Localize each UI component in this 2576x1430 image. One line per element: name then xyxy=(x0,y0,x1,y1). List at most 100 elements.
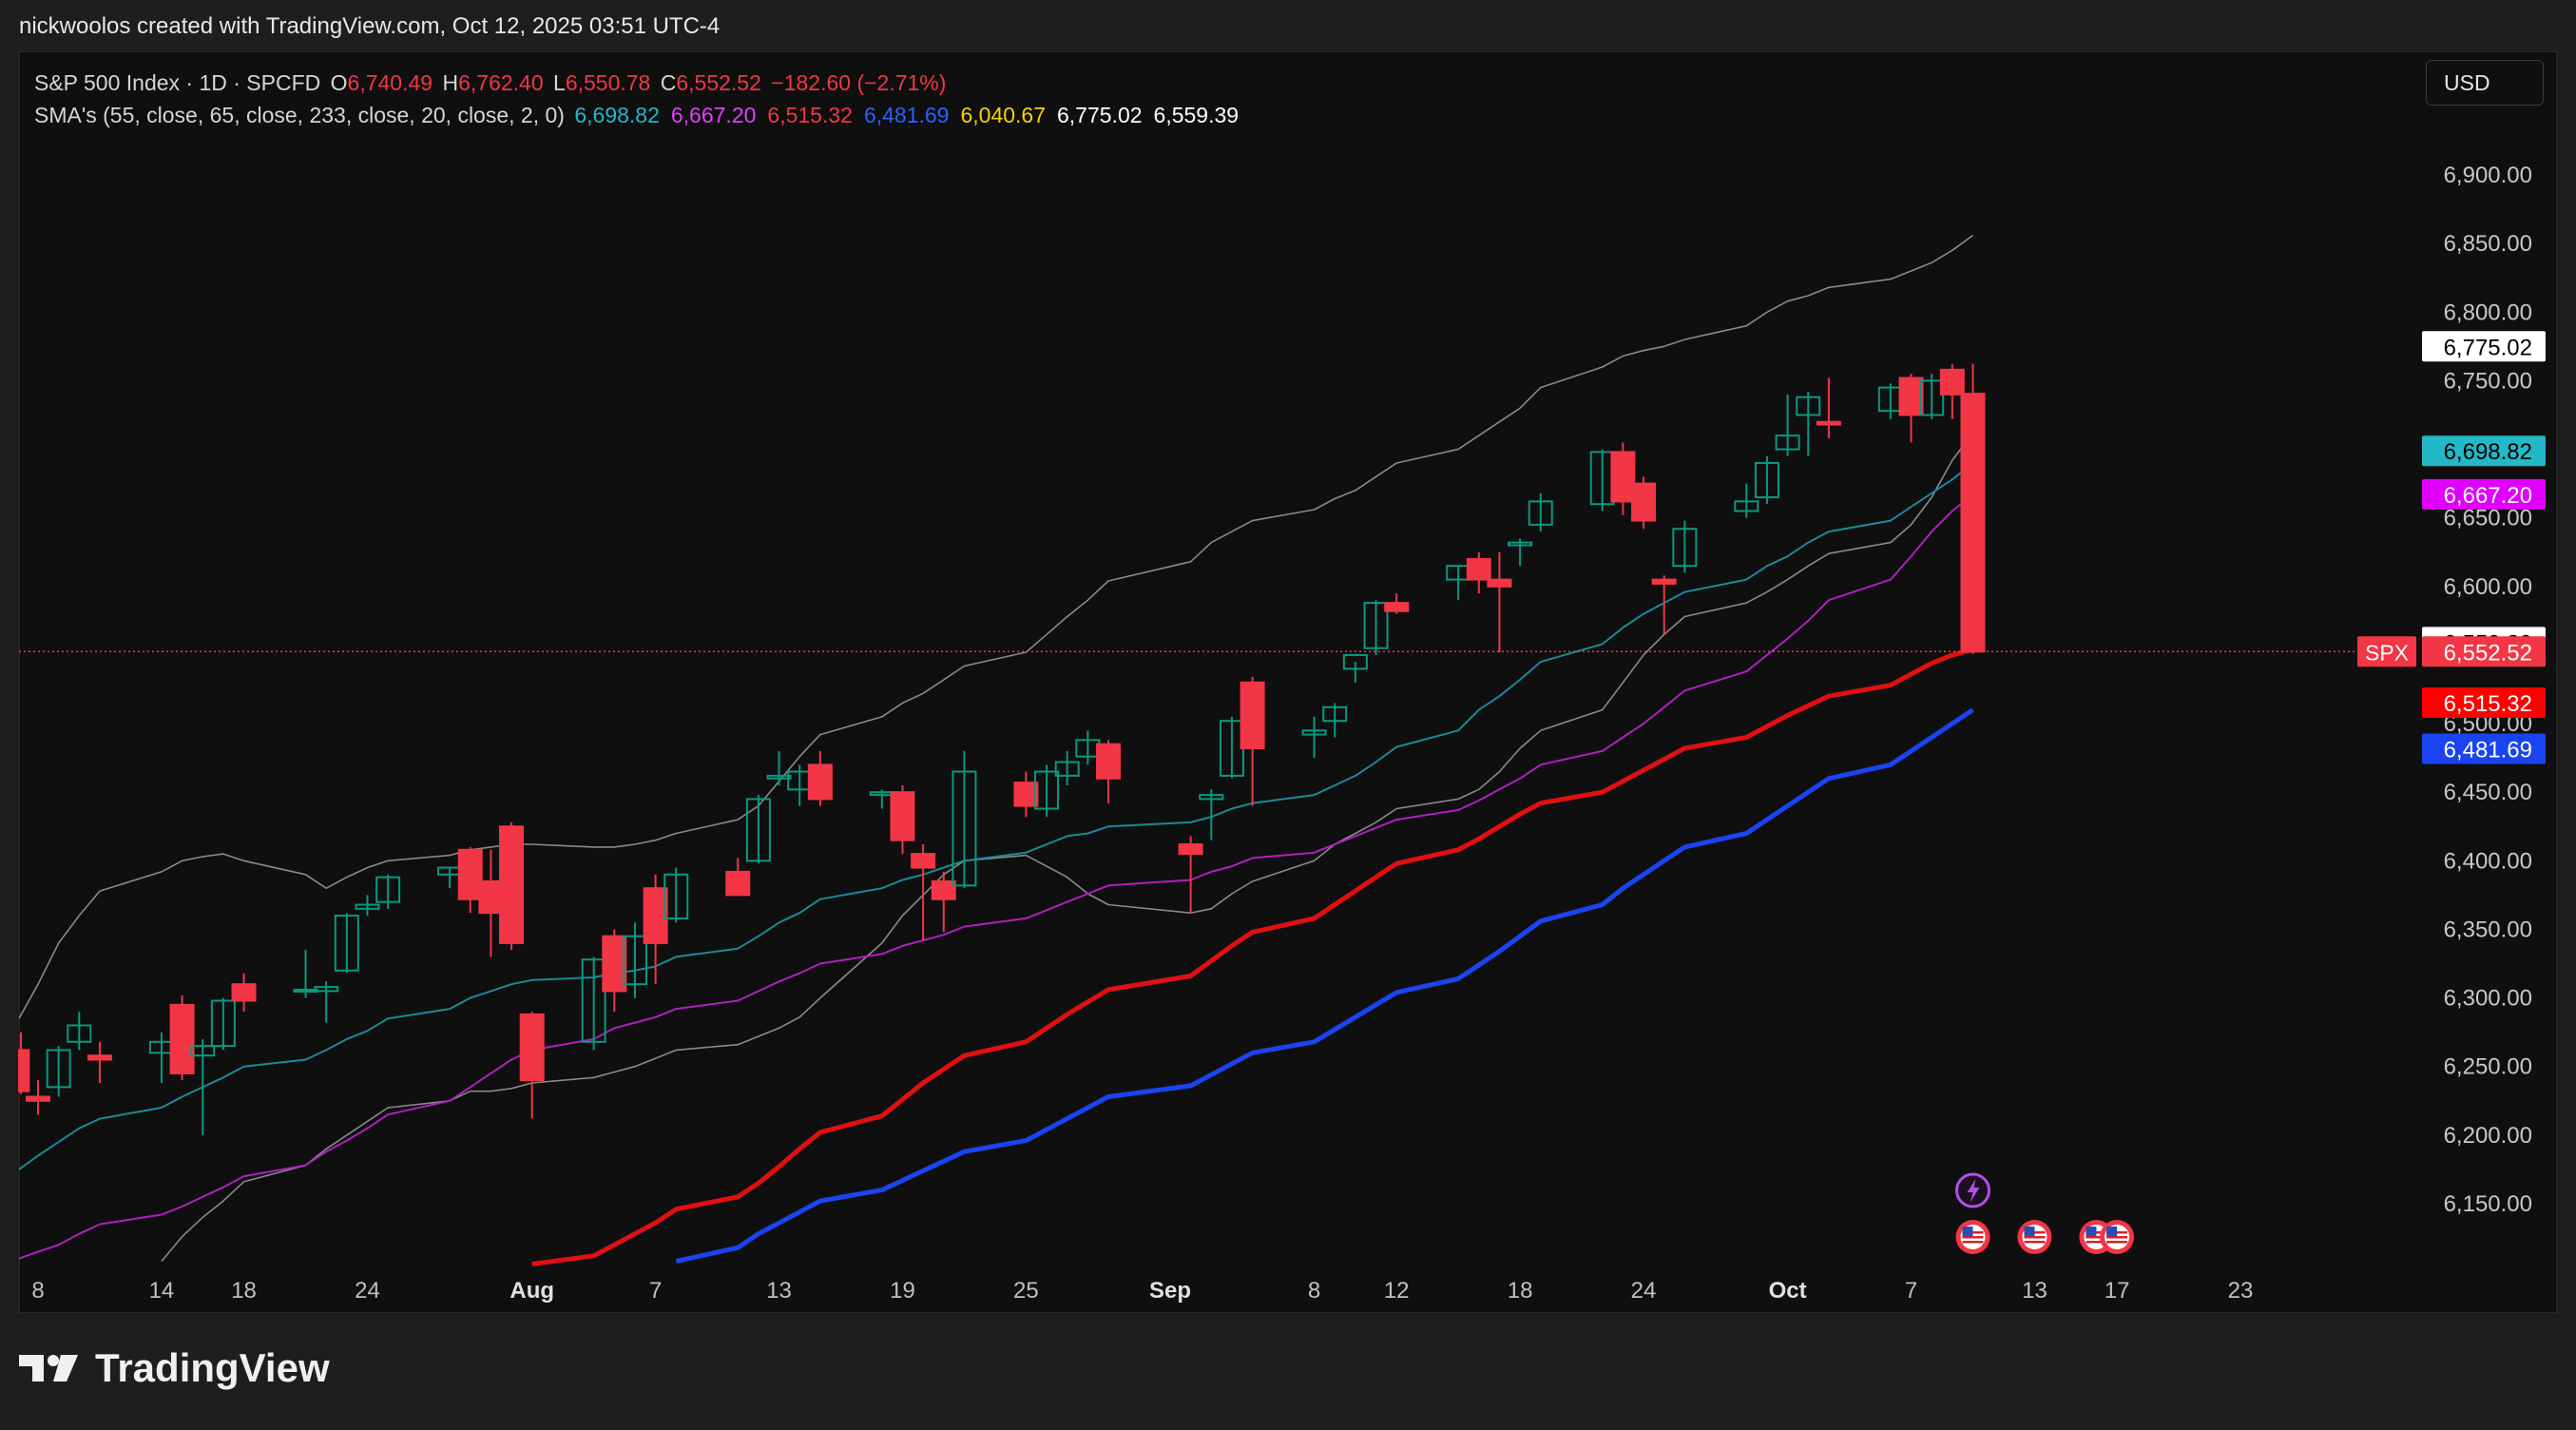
candle[interactable] xyxy=(1631,476,1657,530)
candle-body xyxy=(26,1095,50,1102)
candle[interactable] xyxy=(1651,575,1677,635)
candle[interactable] xyxy=(643,874,668,985)
candle-body xyxy=(375,876,401,903)
candle[interactable] xyxy=(1446,565,1471,601)
candle-body xyxy=(766,774,792,780)
candle[interactable] xyxy=(1240,677,1265,806)
candle[interactable] xyxy=(1898,374,1924,443)
candle[interactable] xyxy=(18,1032,30,1094)
candle[interactable] xyxy=(519,1012,545,1119)
candle[interactable] xyxy=(622,922,647,998)
candle[interactable] xyxy=(1775,394,1800,456)
candle[interactable] xyxy=(46,1046,71,1097)
candle[interactable] xyxy=(1013,771,1039,818)
candle[interactable] xyxy=(1363,600,1389,655)
candle-body xyxy=(1466,557,1491,581)
candle[interactable] xyxy=(478,849,504,957)
x-tick-label: 19 xyxy=(890,1278,915,1304)
candle[interactable] xyxy=(1096,740,1122,803)
candle[interactable] xyxy=(1322,703,1348,738)
candle[interactable] xyxy=(87,1041,112,1084)
candle[interactable] xyxy=(1075,730,1101,765)
y-tick-label: 6,800.00 xyxy=(2444,300,2532,325)
candle[interactable] xyxy=(1342,653,1368,683)
candle[interactable] xyxy=(766,750,792,785)
open-label: O xyxy=(330,70,348,95)
y-tick-label: 6,650.00 xyxy=(2444,506,2532,531)
candle[interactable] xyxy=(1672,520,1698,573)
candle[interactable] xyxy=(1960,363,1986,654)
low-value: 6,550.78 xyxy=(565,70,651,95)
candle[interactable] xyxy=(1199,789,1224,841)
candle[interactable] xyxy=(1301,716,1327,759)
candle[interactable] xyxy=(1919,374,1945,419)
lightning-icon[interactable] xyxy=(1954,1172,1990,1208)
candle[interactable] xyxy=(1466,551,1491,594)
candle[interactable] xyxy=(911,844,936,941)
candle[interactable] xyxy=(952,750,977,889)
close-value: 6,552.52 xyxy=(676,70,761,95)
candle[interactable] xyxy=(375,874,401,909)
us-flag-icon[interactable] xyxy=(2017,1220,2052,1254)
candle[interactable] xyxy=(725,858,751,897)
candle[interactable] xyxy=(1939,364,1965,419)
candle[interactable] xyxy=(1034,764,1060,818)
candle[interactable] xyxy=(1219,716,1244,779)
candles[interactable] xyxy=(18,363,1986,1135)
candle[interactable] xyxy=(890,784,915,855)
candle[interactable] xyxy=(1487,551,1512,653)
candle[interactable] xyxy=(499,821,525,951)
y-tick-label: 6,150.00 xyxy=(2444,1191,2532,1217)
candle[interactable] xyxy=(190,1038,216,1135)
candle-body xyxy=(1672,528,1698,568)
candle[interactable] xyxy=(1877,383,1903,419)
candle-body xyxy=(1631,482,1657,522)
candle[interactable] xyxy=(169,995,195,1081)
candle[interactable] xyxy=(1589,449,1615,512)
candle[interactable] xyxy=(869,789,894,809)
candle[interactable] xyxy=(1816,377,1841,438)
candle[interactable] xyxy=(1610,442,1636,515)
time-axis[interactable]: 8 14 18 24 Aug 7 13 19 25 Sep 8 12 18 24 Oct 7 13 17 23 xyxy=(31,1278,2253,1304)
candle[interactable] xyxy=(457,846,483,914)
candle[interactable] xyxy=(334,913,359,974)
tradingview-logo[interactable]: TradingView xyxy=(19,1345,330,1391)
candle[interactable] xyxy=(355,895,380,917)
candle[interactable] xyxy=(663,867,689,923)
price-axis[interactable]: 6,150.00 6,200.00 6,250.00 6,300.00 6,350.00… xyxy=(2357,163,2546,1217)
candle[interactable] xyxy=(1054,750,1080,785)
candle[interactable] xyxy=(293,950,318,998)
candle[interactable] xyxy=(931,871,956,933)
candle[interactable] xyxy=(1528,493,1553,532)
candle[interactable] xyxy=(148,1032,174,1084)
candle[interactable] xyxy=(602,929,627,1013)
candle-body xyxy=(457,848,483,900)
y-tick-label: 6,300.00 xyxy=(2444,986,2532,1012)
candle[interactable] xyxy=(1178,836,1203,914)
candle[interactable] xyxy=(1384,593,1410,614)
candle[interactable] xyxy=(1754,455,1779,505)
candle[interactable] xyxy=(581,957,606,1051)
candle[interactable] xyxy=(67,1012,92,1051)
candle-body xyxy=(1034,770,1060,810)
candle[interactable] xyxy=(26,1080,50,1115)
us-flag-icon[interactable] xyxy=(2100,1220,2135,1254)
candle[interactable] xyxy=(437,866,463,889)
candle[interactable] xyxy=(1796,391,1821,456)
candle[interactable] xyxy=(745,795,771,864)
us-flag-icon[interactable] xyxy=(1955,1220,1990,1254)
candle[interactable] xyxy=(314,981,339,1023)
candle-body xyxy=(87,1054,112,1061)
candle[interactable] xyxy=(231,973,257,1013)
currency-button[interactable]: USD xyxy=(2426,60,2544,106)
candle[interactable] xyxy=(807,750,833,806)
sma-indicator-label[interactable]: SMA's (55, close, 65, close, 233, close,… xyxy=(34,103,565,127)
event-markers[interactable] xyxy=(1954,1172,2135,1254)
symbol-name[interactable]: S&P 500 Index · 1D · SPCFD xyxy=(34,70,321,95)
candle[interactable] xyxy=(1734,483,1759,518)
candle-body xyxy=(1322,705,1348,723)
candle[interactable] xyxy=(787,764,813,806)
candle[interactable] xyxy=(1508,538,1533,567)
candle[interactable] xyxy=(210,997,236,1051)
